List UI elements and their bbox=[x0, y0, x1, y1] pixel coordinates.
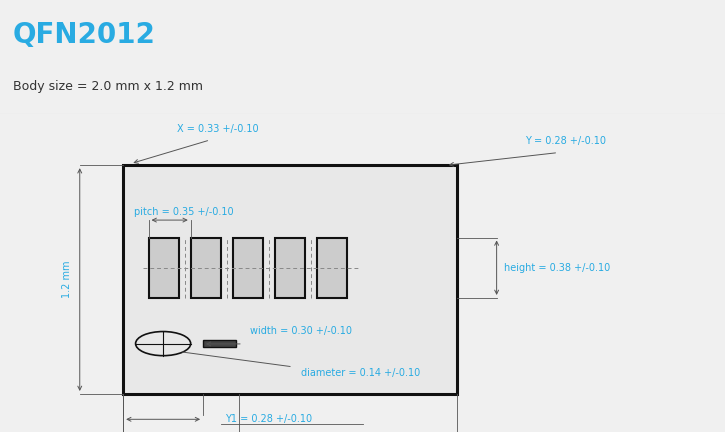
Text: pitch = 0.35 +/-0.10: pitch = 0.35 +/-0.10 bbox=[134, 207, 234, 217]
Text: Y = 0.28 +/-0.10: Y = 0.28 +/-0.10 bbox=[525, 136, 606, 146]
Bar bbox=[317, 238, 347, 298]
Circle shape bbox=[136, 331, 191, 356]
Bar bbox=[275, 238, 305, 298]
Bar bbox=[203, 340, 236, 347]
Text: diameter = 0.14 +/-0.10: diameter = 0.14 +/-0.10 bbox=[301, 368, 420, 378]
Bar bbox=[191, 238, 221, 298]
Text: X = 0.33 +/-0.10: X = 0.33 +/-0.10 bbox=[177, 124, 258, 133]
Bar bbox=[149, 238, 179, 298]
Text: Y1 = 0.28 +/-0.10: Y1 = 0.28 +/-0.10 bbox=[225, 414, 312, 424]
Text: width = 0.30 +/-0.10: width = 0.30 +/-0.10 bbox=[250, 326, 352, 336]
Bar bbox=[123, 165, 457, 394]
Text: Body size = 2.0 mm x 1.2 mm: Body size = 2.0 mm x 1.2 mm bbox=[13, 80, 203, 93]
Text: QFN2012: QFN2012 bbox=[13, 21, 156, 49]
Text: 1.2 mm: 1.2 mm bbox=[62, 261, 72, 299]
Bar bbox=[233, 238, 263, 298]
Text: height = 0.38 +/-0.10: height = 0.38 +/-0.10 bbox=[504, 263, 610, 273]
